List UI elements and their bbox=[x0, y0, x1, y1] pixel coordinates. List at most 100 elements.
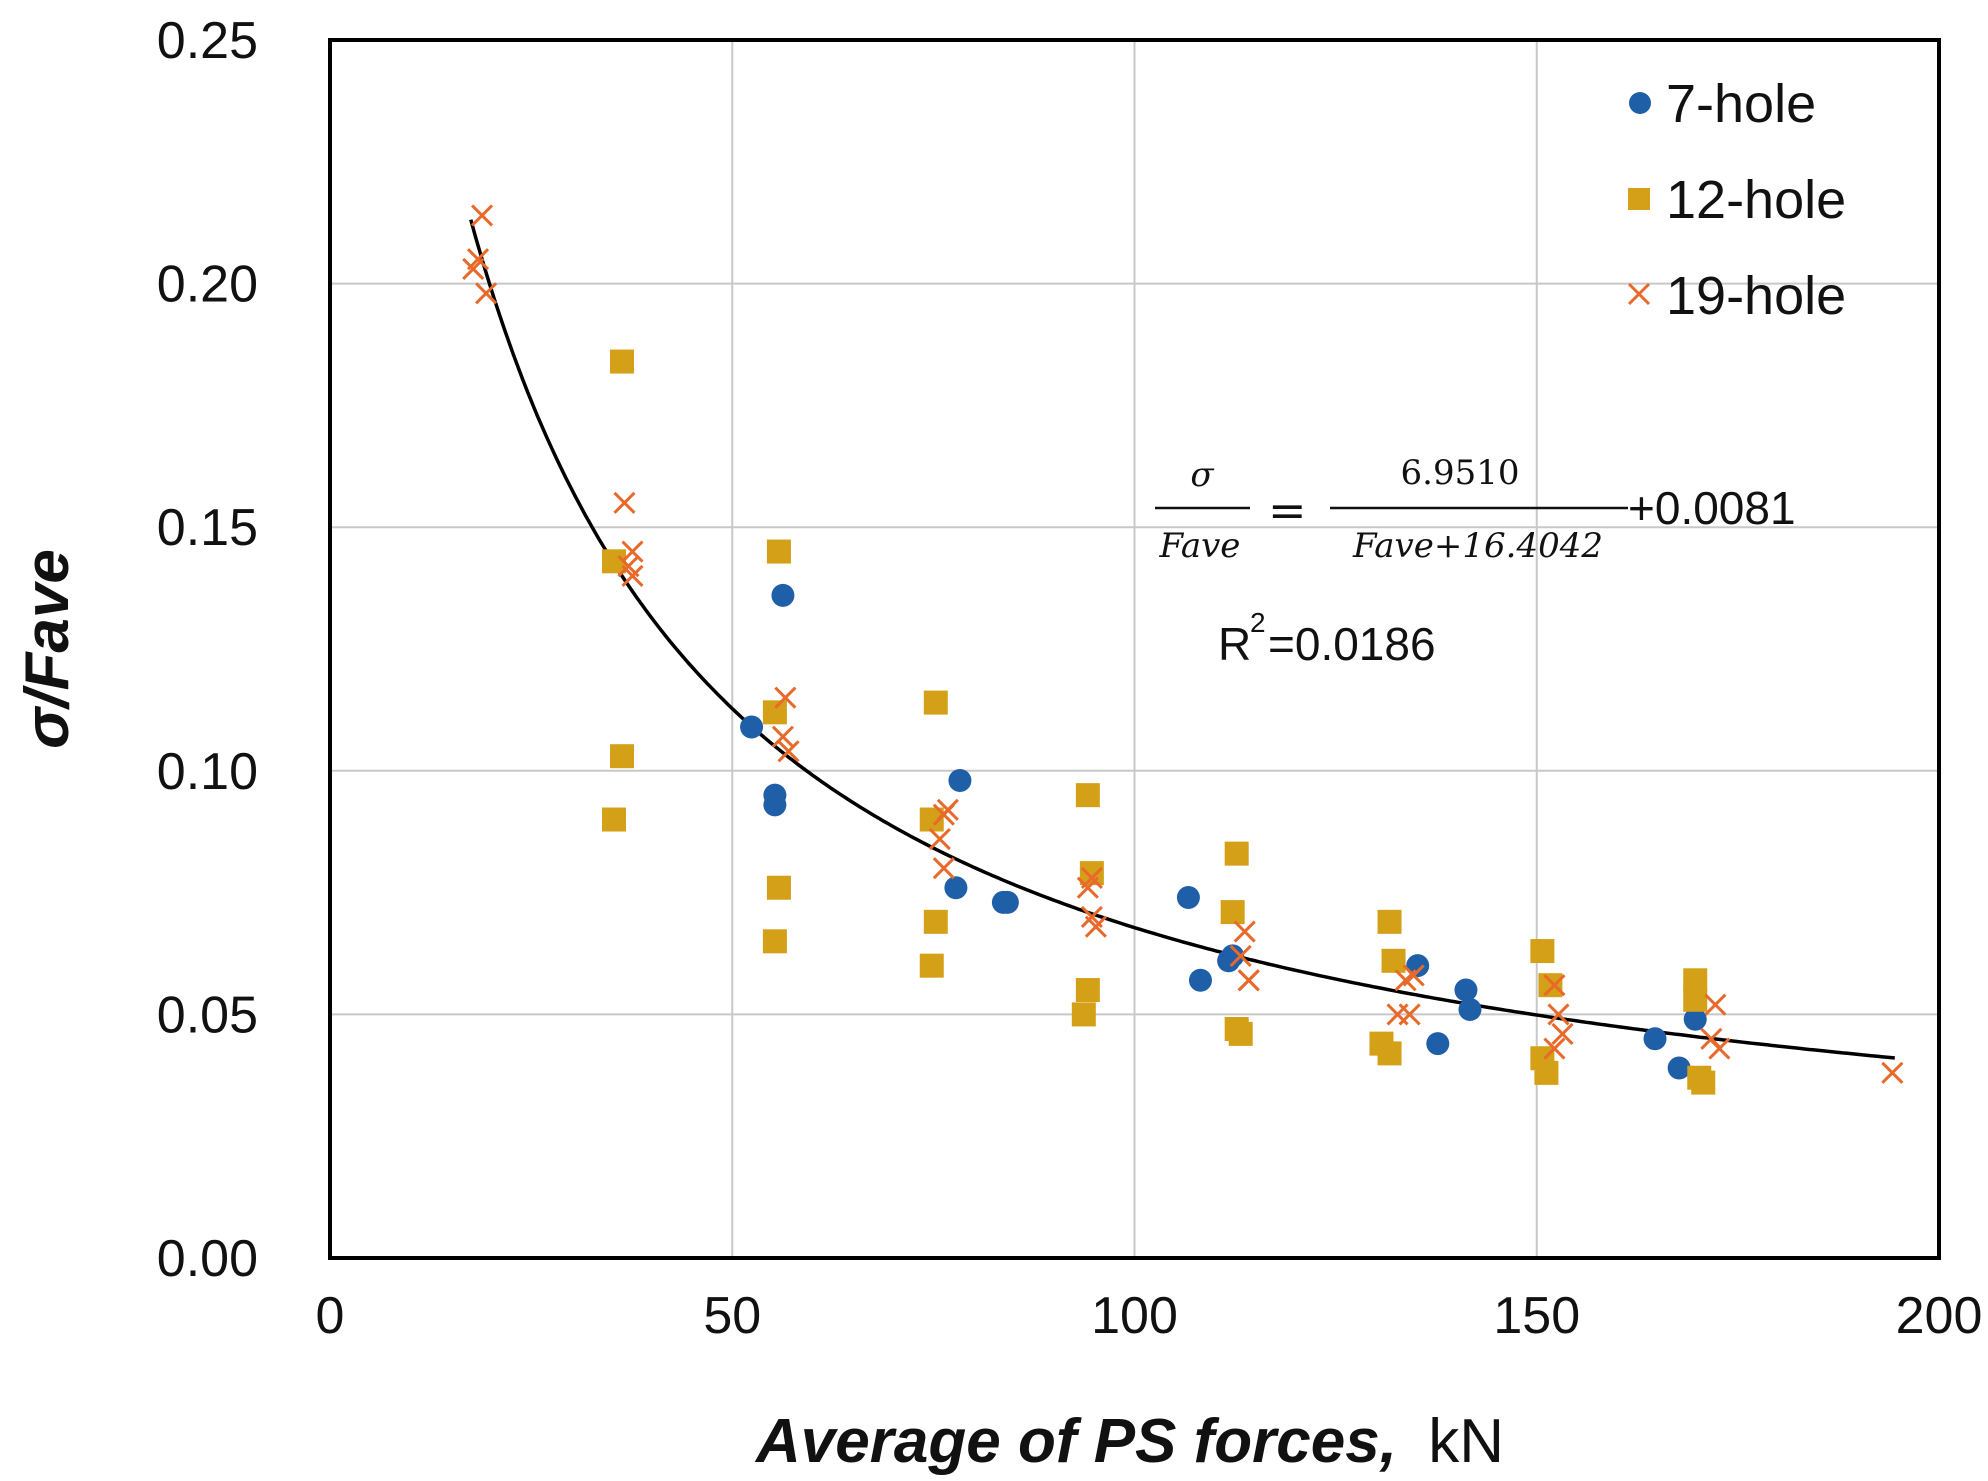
point-19-hole-stroke bbox=[466, 248, 490, 271]
y-tick-label: 0.10 bbox=[157, 743, 258, 801]
point-12-hole bbox=[766, 539, 791, 564]
point-19-hole-stroke bbox=[1708, 1037, 1731, 1060]
point-19-hole-stroke bbox=[1402, 964, 1425, 987]
point-19-hole bbox=[470, 204, 494, 227]
r-squared-letter: R bbox=[1218, 618, 1251, 670]
point-7-hole bbox=[1643, 1027, 1667, 1051]
point-12-hole bbox=[762, 700, 787, 725]
point-12-hole bbox=[1381, 948, 1406, 973]
point-19-hole bbox=[1543, 974, 1566, 997]
point-19-hole-stroke bbox=[1233, 920, 1256, 943]
point-19-hole-stroke bbox=[470, 204, 494, 227]
point-12-hole bbox=[1530, 939, 1555, 964]
r-squared-superscript: 2 bbox=[1250, 607, 1266, 638]
point-19-hole bbox=[774, 686, 797, 709]
point-19-hole bbox=[932, 857, 955, 880]
x-tick-label: 0 bbox=[316, 1287, 345, 1345]
x-axis-title: Average of PS forces, kN bbox=[754, 1407, 1504, 1476]
point-7-hole bbox=[740, 715, 764, 739]
point-19-hole-stroke bbox=[1080, 866, 1103, 890]
legend-7-hole-label: 7-hole bbox=[1666, 74, 1816, 134]
point-7-hole bbox=[1426, 1032, 1450, 1056]
point-19-hole-stroke bbox=[932, 857, 955, 880]
point-19-hole bbox=[1229, 944, 1252, 967]
equation-constant-term: +0.0081 bbox=[1628, 482, 1796, 534]
equation-equals: = bbox=[1268, 483, 1307, 537]
point-12-hole bbox=[1224, 841, 1249, 866]
point-19-hole-stroke bbox=[1237, 969, 1260, 992]
r-squared: R 2 =0.0186 bbox=[1218, 607, 1436, 670]
point-7-hole bbox=[995, 890, 1019, 914]
x-tick-label: 150 bbox=[1493, 1287, 1580, 1345]
point-7-hole bbox=[1188, 968, 1212, 992]
plot-frame bbox=[328, 38, 1941, 1260]
point-19-hole-stroke bbox=[936, 798, 959, 821]
point-12-hole bbox=[1538, 973, 1563, 998]
legend-19-hole-stroke bbox=[1627, 282, 1651, 306]
legend-7-hole-marker bbox=[1629, 92, 1651, 114]
y-tick-label: 0.00 bbox=[157, 1230, 258, 1288]
point-19-hole bbox=[621, 540, 644, 563]
point-12-hole bbox=[610, 744, 635, 769]
legend-19-hole-marker bbox=[1627, 282, 1651, 306]
point-19-hole-stroke bbox=[1547, 1003, 1570, 1026]
point-12-hole bbox=[923, 690, 948, 715]
equation-lhs-denominator: Fave bbox=[1159, 526, 1241, 566]
x-axis-title-unit: kN bbox=[1428, 1407, 1504, 1476]
point-7-hole bbox=[763, 793, 787, 817]
point-19-hole bbox=[613, 491, 636, 514]
point-19-hole-stroke bbox=[613, 491, 636, 514]
equation-rhs-denominator: Fave+16.4042 bbox=[1352, 526, 1603, 566]
point-19-hole-stroke bbox=[777, 740, 800, 763]
point-7-hole bbox=[1176, 885, 1200, 909]
point-7-hole bbox=[944, 876, 968, 900]
point-7-hole bbox=[1406, 954, 1430, 978]
point-7-hole bbox=[1667, 1056, 1691, 1080]
equation-lhs-numerator: σ bbox=[1190, 455, 1214, 495]
point-19-hole bbox=[475, 282, 498, 305]
point-12-hole bbox=[1075, 783, 1100, 808]
point-19-hole-stroke bbox=[774, 686, 797, 709]
point-19-hole bbox=[777, 740, 800, 763]
legend-12-hole-marker bbox=[1628, 188, 1650, 210]
point-12-hole bbox=[1071, 1002, 1096, 1027]
point-7-hole bbox=[1221, 944, 1245, 968]
point-19-hole-stroke bbox=[621, 540, 644, 563]
x-tick-label: 100 bbox=[1091, 1287, 1178, 1345]
point-19-hole-stroke bbox=[475, 282, 498, 305]
x-axis-title-main: Average of PS forces, bbox=[754, 1407, 1397, 1476]
point-19-hole-stroke bbox=[1551, 1022, 1574, 1045]
equation-rhs-numerator: 6.9510 bbox=[1401, 453, 1520, 493]
r-squared-value: =0.0186 bbox=[1268, 618, 1436, 670]
y-axis-title: σ/Fave bbox=[13, 549, 82, 749]
point-19-hole-stroke bbox=[1080, 905, 1103, 929]
point-12-hole bbox=[1079, 861, 1104, 886]
point-19-hole bbox=[466, 248, 490, 271]
point-7-hole bbox=[1683, 1007, 1707, 1031]
x-tick-label: 50 bbox=[703, 1287, 761, 1345]
point-19-hole bbox=[621, 564, 644, 587]
point-12-hole bbox=[1691, 1070, 1716, 1095]
point-19-hole bbox=[1402, 964, 1425, 987]
point-19-hole bbox=[936, 798, 959, 821]
point-19-hole bbox=[1543, 1037, 1566, 1060]
point-7-hole bbox=[771, 583, 795, 607]
point-12-hole bbox=[923, 909, 948, 934]
point-12-hole bbox=[1683, 987, 1708, 1012]
point-19-hole-stroke bbox=[1229, 944, 1252, 967]
point-12-hole bbox=[919, 953, 944, 978]
fit-curve-group bbox=[469, 219, 1895, 1060]
fit-curve bbox=[469, 219, 1895, 1060]
point-19-hole-stroke bbox=[621, 564, 644, 587]
point-12-hole bbox=[1220, 900, 1245, 925]
point-19-hole bbox=[928, 827, 951, 851]
point-19-hole bbox=[1237, 969, 1260, 992]
point-19-hole-stroke bbox=[928, 827, 951, 851]
point-19-hole bbox=[1084, 915, 1107, 938]
point-19-hole bbox=[1708, 1037, 1731, 1060]
point-19-hole-stroke bbox=[1543, 1037, 1566, 1060]
point-19-hole-stroke bbox=[1398, 1003, 1421, 1026]
point-19-hole-stroke bbox=[617, 555, 640, 578]
point-12-hole bbox=[762, 929, 787, 954]
